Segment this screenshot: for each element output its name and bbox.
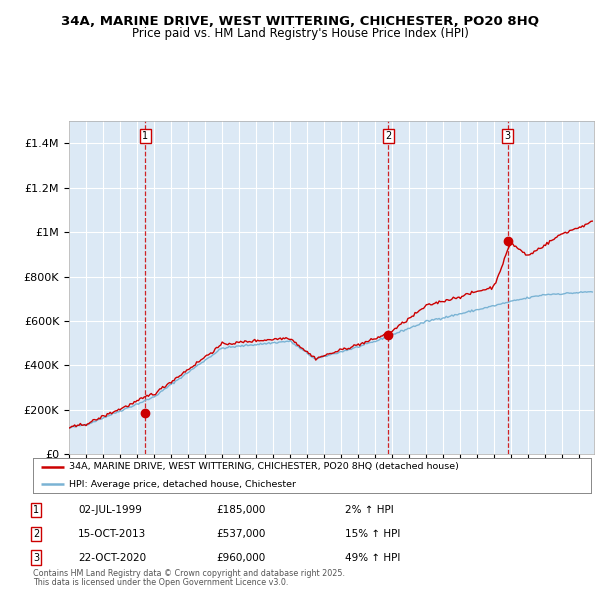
Text: 34A, MARINE DRIVE, WEST WITTERING, CHICHESTER, PO20 8HQ: 34A, MARINE DRIVE, WEST WITTERING, CHICH… — [61, 15, 539, 28]
Text: £185,000: £185,000 — [216, 506, 265, 515]
Text: This data is licensed under the Open Government Licence v3.0.: This data is licensed under the Open Gov… — [33, 578, 289, 587]
Text: 2% ↑ HPI: 2% ↑ HPI — [345, 506, 394, 515]
Text: 1: 1 — [33, 506, 39, 515]
Text: Price paid vs. HM Land Registry's House Price Index (HPI): Price paid vs. HM Land Registry's House … — [131, 27, 469, 40]
Text: 3: 3 — [33, 553, 39, 562]
Text: 49% ↑ HPI: 49% ↑ HPI — [345, 553, 400, 562]
Text: £960,000: £960,000 — [216, 553, 265, 562]
Text: £537,000: £537,000 — [216, 529, 265, 539]
Text: 2: 2 — [33, 529, 39, 539]
Text: 3: 3 — [505, 131, 511, 141]
Text: 2: 2 — [385, 131, 391, 141]
Text: 1: 1 — [142, 131, 149, 141]
Text: Contains HM Land Registry data © Crown copyright and database right 2025.: Contains HM Land Registry data © Crown c… — [33, 569, 345, 578]
Text: 15% ↑ HPI: 15% ↑ HPI — [345, 529, 400, 539]
Text: 15-OCT-2013: 15-OCT-2013 — [78, 529, 146, 539]
Text: 34A, MARINE DRIVE, WEST WITTERING, CHICHESTER, PO20 8HQ (detached house): 34A, MARINE DRIVE, WEST WITTERING, CHICH… — [69, 463, 459, 471]
Text: 02-JUL-1999: 02-JUL-1999 — [78, 506, 142, 515]
Text: HPI: Average price, detached house, Chichester: HPI: Average price, detached house, Chic… — [69, 480, 296, 489]
Text: 22-OCT-2020: 22-OCT-2020 — [78, 553, 146, 562]
